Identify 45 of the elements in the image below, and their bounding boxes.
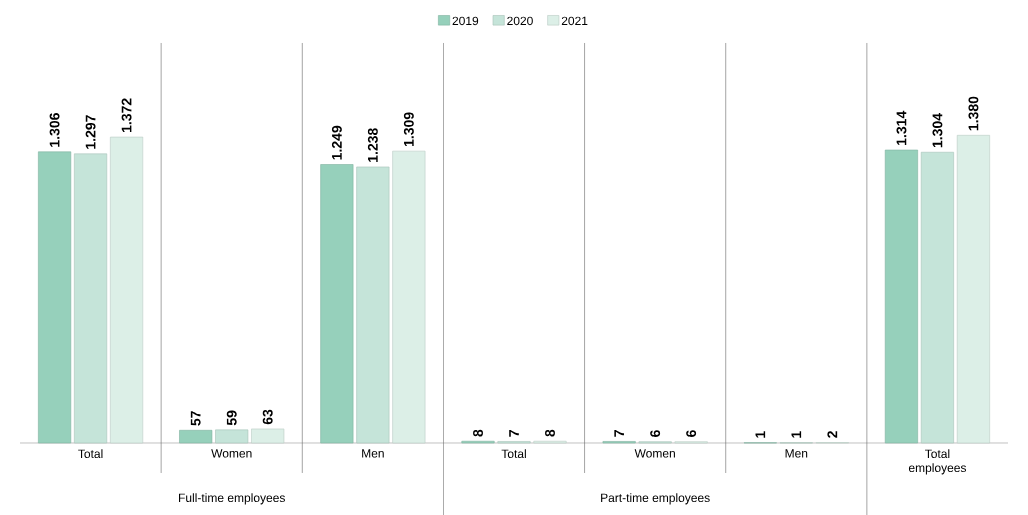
bar bbox=[392, 150, 426, 444]
bar bbox=[920, 151, 954, 444]
data-label: 1.249 bbox=[331, 125, 342, 160]
x-tick-label: Total employees bbox=[908, 449, 966, 475]
x-tick-label: Men bbox=[362, 449, 384, 458]
bar bbox=[956, 134, 990, 444]
legend-label: 2019 bbox=[452, 16, 479, 25]
bar bbox=[356, 166, 390, 444]
data-label: 1.314 bbox=[896, 110, 907, 145]
data-label: 1.380 bbox=[968, 96, 979, 131]
x-tick-label: Total bbox=[78, 449, 103, 458]
bar bbox=[74, 153, 108, 444]
data-label: 6 bbox=[650, 430, 661, 437]
bar bbox=[884, 149, 918, 444]
x-tick-label: Women bbox=[211, 449, 252, 458]
data-label: 2 bbox=[827, 430, 838, 438]
legend-label: 2021 bbox=[561, 16, 588, 25]
data-label: 1.297 bbox=[85, 115, 96, 149]
data-label: 1 bbox=[791, 431, 802, 438]
x-tick-label: Total bbox=[501, 449, 526, 458]
data-label: 1.238 bbox=[367, 128, 378, 162]
data-label: 8 bbox=[545, 429, 555, 437]
data-label: 1.304 bbox=[932, 112, 943, 148]
data-label: 8 bbox=[473, 429, 483, 437]
bar bbox=[251, 428, 285, 444]
bar bbox=[110, 136, 144, 444]
text: Full-time employees bbox=[179, 493, 285, 505]
legend-label: 2020 bbox=[507, 16, 533, 25]
x-tick-label: Men bbox=[785, 449, 808, 458]
bar bbox=[38, 151, 72, 444]
bar bbox=[179, 429, 213, 444]
bar bbox=[215, 429, 249, 444]
data-label: 57 bbox=[190, 410, 201, 426]
data-label: 1.309 bbox=[403, 112, 414, 146]
data-label: 63 bbox=[262, 409, 273, 425]
data-label: 6 bbox=[686, 430, 697, 437]
text: Part-time employees bbox=[601, 493, 710, 505]
data-label: 59 bbox=[226, 410, 237, 426]
bar bbox=[320, 164, 354, 444]
data-label: 7 bbox=[509, 429, 519, 437]
x-tick-label: Women bbox=[634, 449, 675, 458]
data-label: 1 bbox=[755, 431, 766, 438]
data-label: 1.306 bbox=[49, 112, 60, 147]
data-label: 1.372 bbox=[121, 98, 132, 132]
data-label: 7 bbox=[614, 429, 624, 437]
